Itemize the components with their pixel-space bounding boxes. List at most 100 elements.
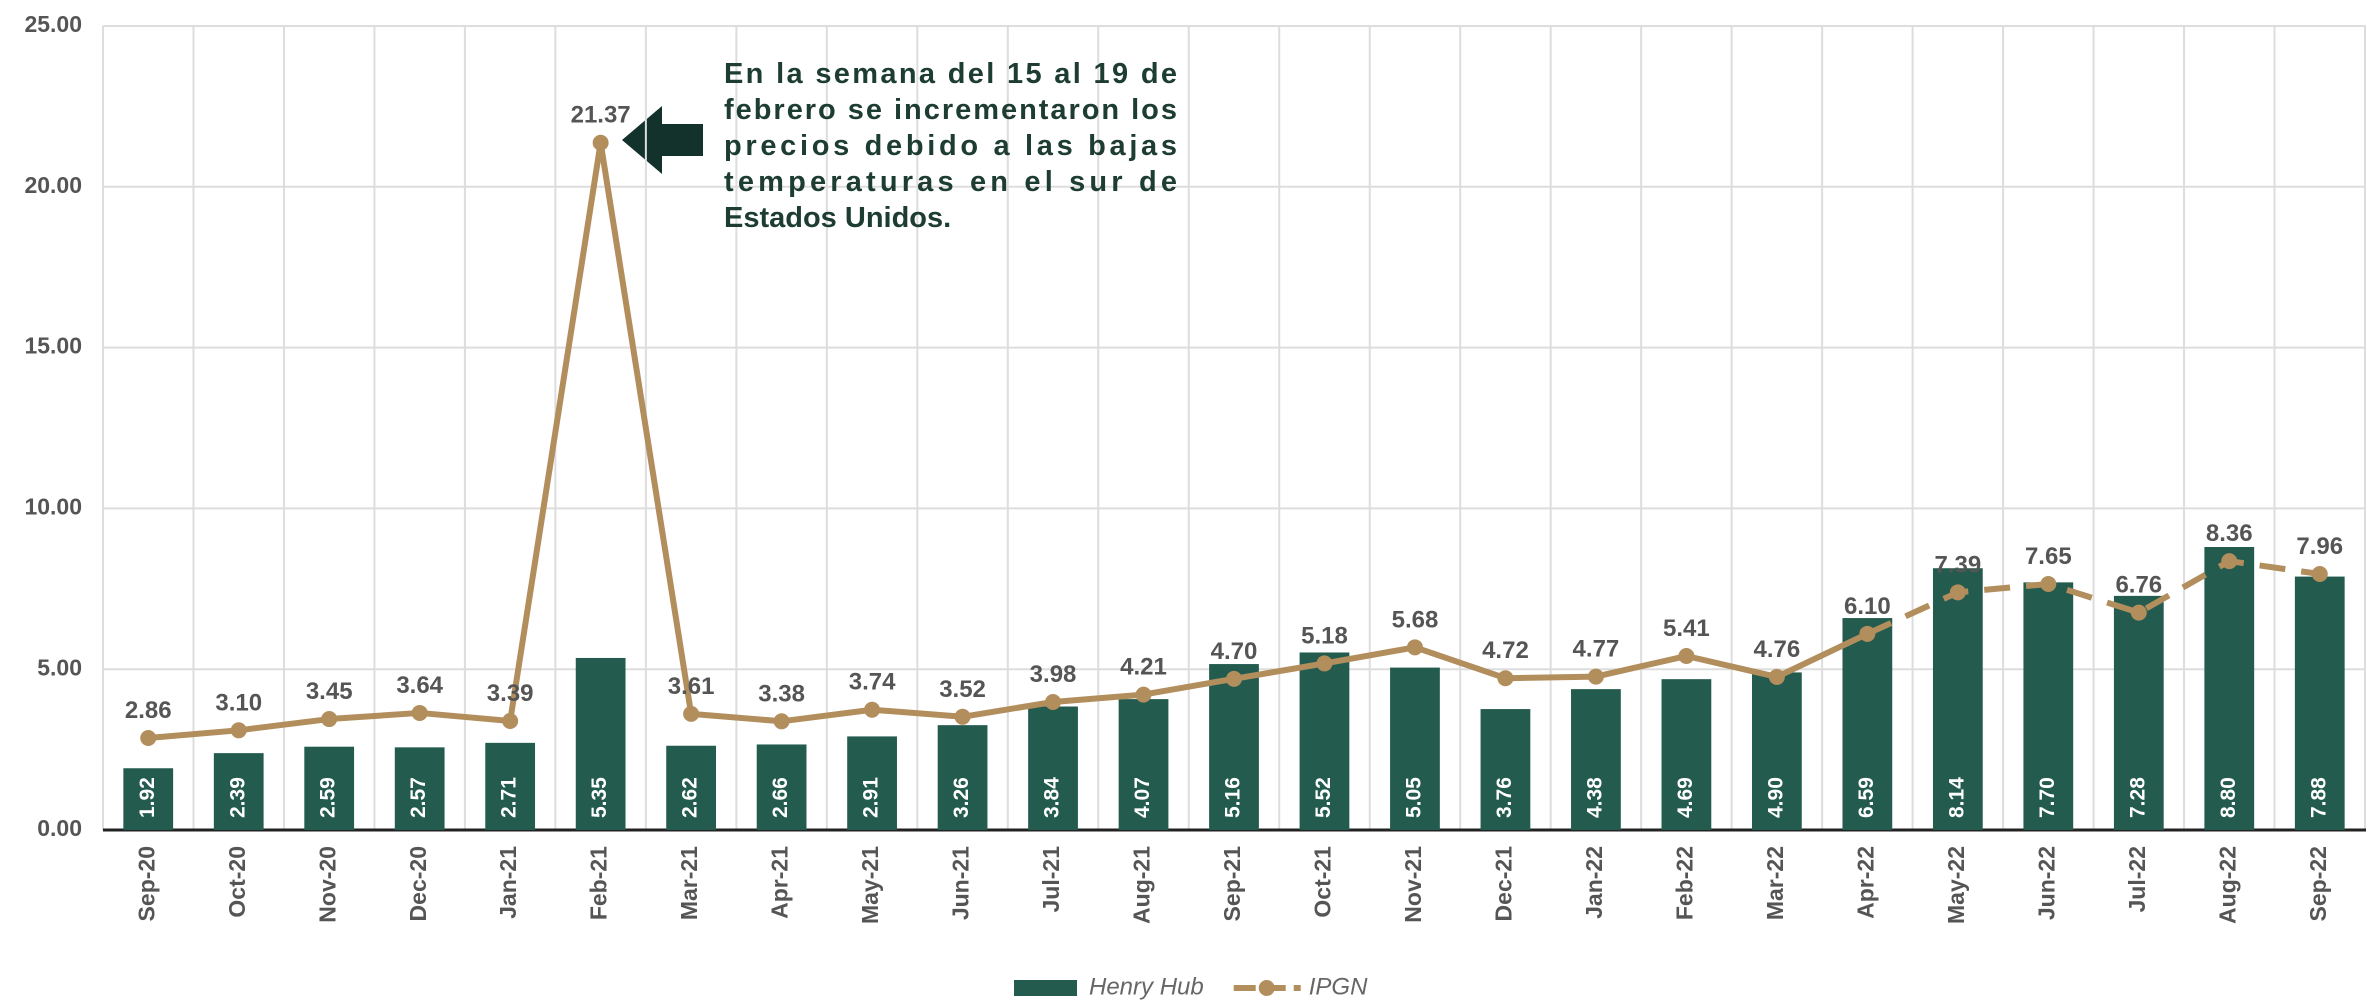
point-value-label: 3.61: [668, 673, 715, 700]
bar-value-label: 5.05: [1403, 777, 1426, 818]
x-tick-label: Oct-20: [224, 846, 250, 918]
point-value-label: 6.10: [1844, 593, 1891, 620]
x-tick-label: Nov-20: [314, 846, 340, 923]
annotation-arrow: [622, 106, 703, 174]
point-value-label: 7.39: [1934, 551, 1981, 578]
point-value-label: 8.36: [2206, 520, 2253, 547]
legend-label: IPGN: [1309, 973, 1368, 1000]
point-value-label: 4.72: [1482, 637, 1529, 664]
bar-value-label: 4.38: [1583, 777, 1606, 818]
point-value-label: 3.98: [1030, 661, 1077, 688]
x-tick-label: May-21: [857, 846, 883, 924]
x-tick-label: Feb-21: [586, 846, 612, 920]
line-marker: [2221, 553, 2237, 569]
bar-value-label: 2.91: [860, 777, 883, 818]
x-tick-label: Jan-21: [495, 846, 521, 919]
x-tick-label: May-22: [1943, 846, 1969, 924]
x-tick-label: Jul-21: [1038, 846, 1064, 913]
line-marker: [1136, 687, 1152, 703]
point-value-label: 4.77: [1573, 636, 1620, 663]
point-value-label: 3.52: [939, 676, 986, 703]
annotation-text: temperaturas en el sur de: [724, 166, 1177, 198]
bar-value-label: 6.59: [1855, 777, 1878, 818]
line-marker: [1045, 694, 1061, 710]
line-marker: [2312, 566, 2328, 582]
point-value-label: 5.41: [1663, 615, 1710, 642]
bar-value-label: 8.14: [1945, 777, 1968, 818]
x-tick-label: Mar-22: [1762, 846, 1788, 920]
line-marker: [1859, 626, 1875, 642]
bar-value-label: 7.70: [2036, 777, 2059, 818]
x-tick-label: Sep-21: [1219, 846, 1245, 922]
line-marker: [683, 706, 699, 722]
x-tick-label: Feb-22: [1671, 846, 1697, 920]
legend-label: Henry Hub: [1089, 973, 1204, 1000]
x-tick-label: Dec-21: [1491, 846, 1517, 922]
line-marker: [864, 702, 880, 718]
x-tick-label: Mar-21: [676, 846, 702, 920]
bar-value-label: 5.35: [588, 777, 611, 818]
bar-value-label: 2.59: [317, 777, 340, 818]
line-marker: [1678, 648, 1694, 664]
y-tick-label: 15.00: [24, 333, 82, 359]
point-value-label: 4.76: [1754, 636, 1801, 663]
line-marker: [231, 722, 247, 738]
bar-value-label: 5.52: [1312, 777, 1335, 818]
point-value-label: 3.64: [396, 672, 443, 699]
point-value-label: 2.86: [125, 697, 172, 724]
line-marker: [955, 709, 971, 725]
y-tick-label: 20.00: [24, 172, 82, 198]
bar-value-label: 8.80: [2217, 777, 2240, 818]
x-tick-label: Oct-21: [1310, 846, 1336, 918]
bar-value-label: 3.76: [1493, 777, 1516, 818]
point-value-label: 3.74: [849, 669, 896, 696]
point-value-label: 7.65: [2025, 543, 2072, 570]
point-value-label: 3.10: [215, 689, 262, 716]
line-marker: [593, 135, 609, 151]
annotation-text: febrero se incrementaron los: [724, 94, 1177, 126]
line-marker: [1497, 670, 1513, 686]
x-tick-label: Sep-20: [133, 846, 159, 921]
line-marker: [321, 711, 337, 727]
point-value-label: 3.45: [306, 678, 353, 705]
line-marker: [140, 730, 156, 746]
y-tick-label: 25.00: [24, 11, 82, 37]
bar-value-label: 4.69: [1674, 777, 1697, 818]
point-value-label: 5.68: [1392, 606, 1439, 633]
bar-value-label: 7.88: [2307, 777, 2330, 818]
x-tick-label: Aug-22: [2214, 846, 2240, 924]
bar-value-label: 2.62: [679, 777, 702, 818]
point-value-label: 4.70: [1211, 638, 1258, 665]
bar-value-label: 2.71: [498, 777, 521, 818]
line-marker: [1407, 639, 1423, 655]
line-marker: [2131, 605, 2147, 621]
x-tick-label: Dec-20: [405, 846, 431, 921]
annotation-text: precios debido a las bajas: [724, 130, 1177, 162]
point-value-label: 21.37: [571, 102, 631, 129]
line-marker: [774, 713, 790, 729]
bar-value-label: 2.39: [226, 777, 249, 818]
legend-swatch: [1014, 980, 1077, 996]
annotation-text: Estados Unidos.: [724, 202, 951, 234]
bar-value-label: 4.07: [1131, 777, 1154, 818]
bar-value-label: 1.92: [136, 777, 159, 818]
y-tick-label: 0.00: [37, 815, 82, 841]
x-tick-label: Aug-21: [1129, 846, 1155, 924]
y-tick-label: 5.00: [37, 654, 82, 680]
chart: 0.005.0010.0015.0020.0025.00Sep-20Oct-20…: [0, 0, 2366, 1003]
point-value-label: 7.96: [2296, 533, 2343, 560]
x-tick-label: Sep-22: [2305, 846, 2331, 921]
line-marker: [1588, 669, 1604, 685]
point-value-label: 6.76: [2115, 572, 2162, 599]
x-tick-label: Jun-22: [2033, 846, 2059, 920]
line-marker: [1226, 671, 1242, 687]
x-tick-label: Apr-21: [767, 846, 793, 919]
line-marker: [1769, 669, 1785, 685]
bar-value-label: 3.26: [950, 777, 973, 818]
line-marker: [1950, 584, 1966, 600]
point-value-label: 3.39: [487, 680, 534, 707]
x-tick-label: Nov-21: [1400, 846, 1426, 923]
bar-value-label: 2.66: [769, 777, 792, 818]
legend-marker: [1259, 980, 1275, 996]
x-tick-label: Jan-22: [1581, 846, 1607, 919]
